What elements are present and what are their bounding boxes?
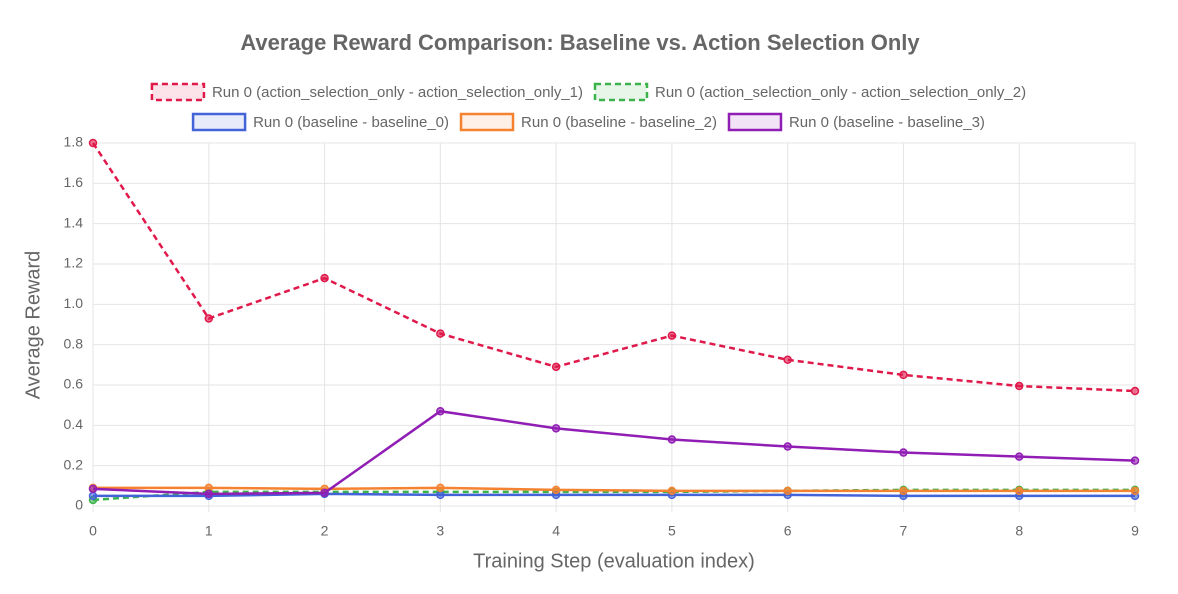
x-tick-label: 5 [668, 523, 676, 539]
y-tick-label: 0.4 [64, 416, 84, 432]
y-tick-label: 0.8 [64, 335, 84, 351]
data-point [899, 370, 908, 380]
legend-swatch [727, 112, 783, 132]
data-point [783, 486, 792, 496]
legend-item[interactable]: Run 0 (action_selection_only - action_se… [593, 82, 1026, 102]
legend-label: Run 0 (action_selection_only - action_se… [655, 84, 1026, 101]
data-point [436, 329, 445, 338]
y-axis-title: Average Reward [22, 251, 44, 400]
data-point [1014, 486, 1024, 496]
series-line [92, 409, 1136, 496]
x-tick-label: 1 [205, 523, 213, 539]
legend-label: Run 0 (baseline - baseline_0) [253, 114, 449, 131]
data-point [667, 331, 677, 340]
legend-swatch [191, 112, 247, 132]
data-point [1014, 381, 1024, 391]
y-tick-label: 1.8 [64, 134, 84, 150]
data-point [551, 485, 561, 495]
data-point [88, 491, 98, 501]
data-point [1014, 452, 1024, 461]
x-tick-label: 6 [784, 523, 792, 539]
data-point [436, 406, 445, 416]
x-tick-label: 4 [552, 523, 560, 539]
y-tick-label: 0.6 [64, 376, 84, 392]
legend-swatch [150, 82, 206, 102]
x-tick-label: 3 [436, 523, 444, 539]
legend-label: Run 0 (baseline - baseline_2) [521, 114, 717, 131]
legend-swatch [459, 112, 515, 132]
data-point [1130, 456, 1140, 465]
x-tick-label: 2 [321, 523, 329, 539]
y-tick-label: 1.2 [64, 255, 84, 271]
data-point [1130, 386, 1140, 396]
data-point [551, 362, 561, 372]
y-tick-label: 1.0 [64, 295, 84, 311]
x-tick-label: 9 [1131, 523, 1139, 539]
chart-title: Average Reward Comparison: Baseline vs. … [240, 30, 920, 55]
data-point [320, 488, 329, 498]
y-tick-label: 1.6 [64, 174, 84, 190]
data-point [88, 138, 98, 148]
series-line [93, 486, 1135, 493]
data-point [320, 273, 329, 283]
legend-swatch [593, 82, 649, 102]
data-point [1130, 486, 1140, 496]
series-line [91, 142, 1136, 393]
data-point [783, 442, 792, 451]
legend-label: Run 0 (action_selection_only - action_se… [212, 84, 583, 101]
legend-item[interactable]: Run 0 (baseline - baseline_0) [191, 112, 449, 132]
data-point [667, 435, 677, 444]
data-point [551, 424, 561, 433]
data-point [667, 486, 677, 496]
data-point [783, 355, 792, 365]
y-tick-label: 1.4 [64, 214, 84, 230]
x-tick-label: 0 [89, 523, 97, 539]
data-point [88, 484, 98, 494]
legend-item[interactable]: Run 0 (action_selection_only - action_se… [150, 82, 583, 102]
data-point [436, 483, 445, 493]
legend-item[interactable]: Run 0 (baseline - baseline_2) [459, 112, 717, 132]
legend-label: Run 0 (baseline - baseline_3) [789, 114, 985, 131]
x-tick-label: 8 [1015, 523, 1023, 539]
legend-item[interactable]: Run 0 (baseline - baseline_3) [727, 112, 985, 132]
series-line [93, 492, 1135, 498]
data-point [436, 490, 445, 500]
x-axis-title: Training Step (evaluation index) [473, 550, 755, 572]
y-tick-label: 0 [75, 497, 83, 513]
series-line [92, 488, 1135, 502]
data-point [899, 486, 908, 496]
data-point [204, 489, 214, 499]
x-tick-label: 7 [900, 523, 908, 539]
y-tick-label: 0.2 [64, 456, 84, 472]
data-point [899, 448, 908, 457]
data-point [204, 314, 214, 323]
